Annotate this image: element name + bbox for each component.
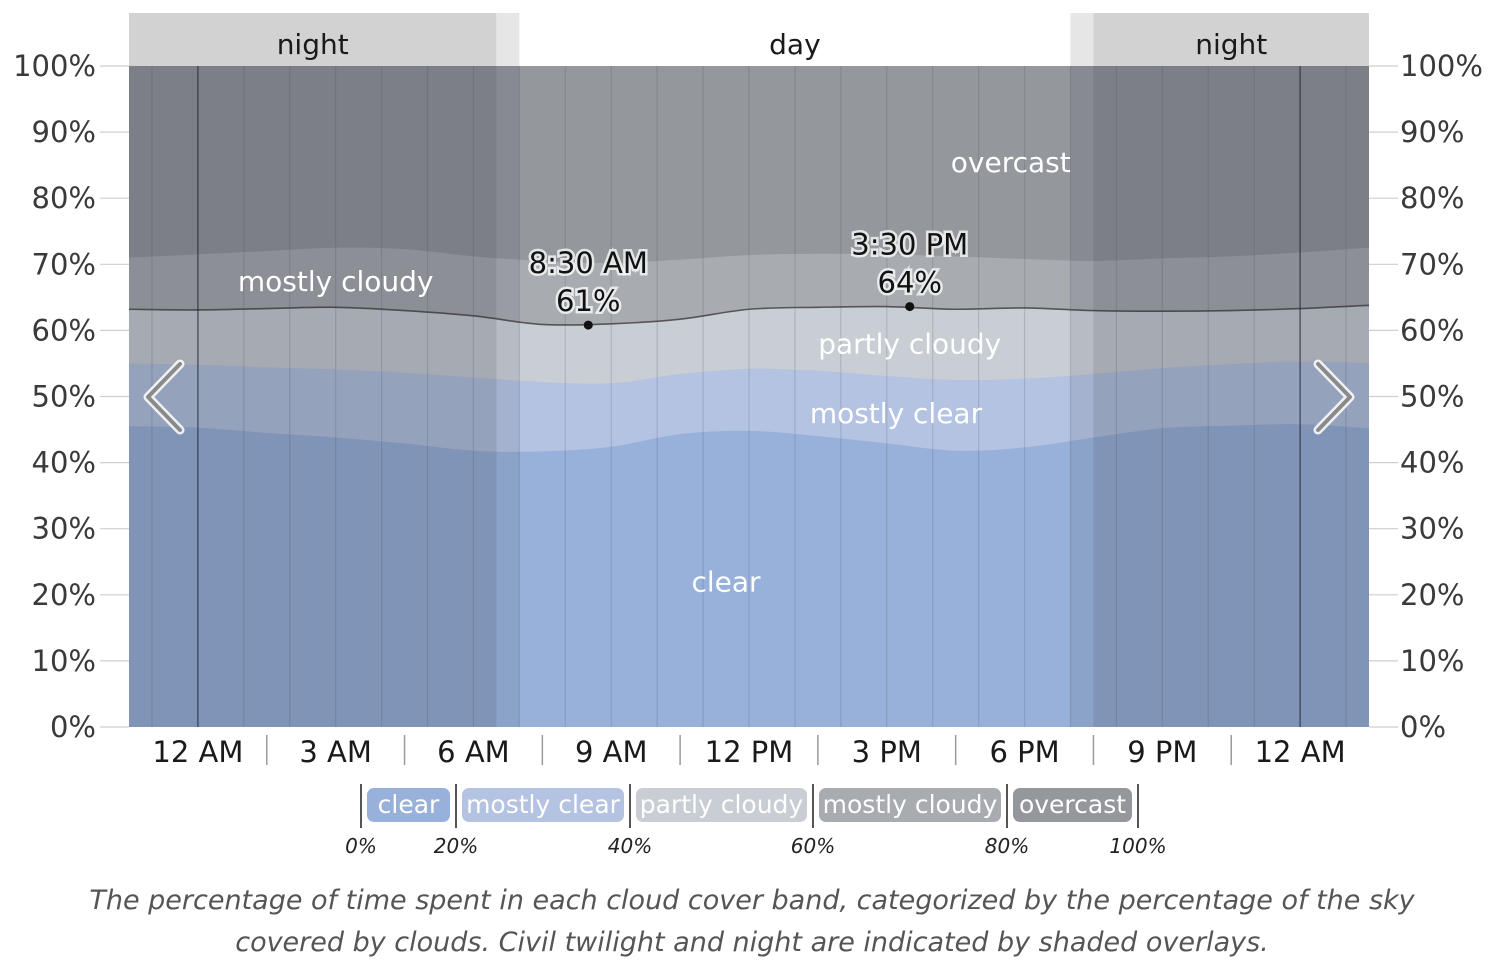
period-night bbox=[129, 13, 497, 66]
legend-percent-label: 20% bbox=[433, 834, 479, 858]
band-label-mostly-cloudy: mostly cloudy bbox=[238, 265, 434, 298]
period-label-night: night bbox=[1195, 28, 1267, 61]
legend: 0% 20% 40% 60% 80% 100% clear mostly clear partl… bbox=[345, 784, 1167, 864]
y-tick-label-left: 40% bbox=[32, 446, 96, 480]
band-label-mostly-clear: mostly clear bbox=[810, 397, 983, 430]
legend-item-clear: clear bbox=[367, 788, 450, 822]
legend-item-partly-cloudy: partly cloudy bbox=[636, 788, 807, 822]
legend-item-overcast: overcast bbox=[1013, 788, 1132, 822]
period-night bbox=[1093, 13, 1369, 66]
x-tick-label: 3 PM bbox=[852, 735, 922, 769]
night-overlays bbox=[129, 66, 1369, 727]
y-tick-label-left: 30% bbox=[32, 512, 96, 546]
x-tick-label: 6 PM bbox=[989, 735, 1059, 769]
band-label-overcast: overcast bbox=[951, 146, 1071, 179]
y-tick-label-left: 20% bbox=[32, 578, 96, 612]
annotations: 8:30 AM 61% 3:30 PM 64% bbox=[526, 225, 971, 330]
y-tick-label-left: 100% bbox=[13, 49, 96, 83]
prev-button[interactable] bbox=[143, 359, 185, 435]
twilight-overlay bbox=[1070, 66, 1094, 727]
gridlines bbox=[151, 66, 1347, 727]
cloud-bands bbox=[128, 66, 1370, 727]
x-axis: 12 AM 3 AM 6 AM 9 AM 12 PM 3 PM 6 PM 9 PM 12 AM bbox=[152, 735, 1346, 769]
annotation-time: 8:30 AM bbox=[529, 246, 648, 280]
annotation-value: 61% bbox=[556, 284, 620, 318]
y-tick-label-right: 80% bbox=[1400, 181, 1464, 215]
band-label-clear: clear bbox=[691, 566, 761, 599]
period-label-night: night bbox=[277, 28, 349, 61]
period-twilight bbox=[1070, 13, 1094, 66]
y-tick-label-right: 90% bbox=[1400, 115, 1464, 149]
series-line-partly-cloudy bbox=[128, 304, 1370, 326]
period-twilight bbox=[496, 13, 520, 66]
y-tick-label-right: 0% bbox=[1400, 710, 1446, 744]
legend-percent-label: 100% bbox=[1109, 834, 1167, 858]
period-bar: night day night bbox=[129, 13, 1369, 66]
y-tick-label-right: 40% bbox=[1400, 446, 1464, 480]
legend-percent-label: 40% bbox=[607, 834, 653, 858]
next-button[interactable] bbox=[1313, 359, 1355, 435]
y-axis-right: 100% 90% 80% 70% 60% 50% 40% 30% 20% 10% 0% bbox=[1369, 49, 1483, 744]
x-tick-label: 9 AM bbox=[575, 735, 648, 769]
legend-percent-label: 60% bbox=[790, 834, 836, 858]
y-tick-label-left: 0% bbox=[50, 710, 96, 744]
y-axis-left: 0% 10% 20% 30% 40% 50% 60% 70% 80% 90% 100% bbox=[13, 49, 129, 744]
y-tick-label-left: 10% bbox=[32, 644, 96, 678]
y-tick-label-right: 70% bbox=[1400, 247, 1464, 281]
x-tick-label: 12 PM bbox=[705, 735, 794, 769]
period-day bbox=[519, 13, 1071, 66]
legend-divider bbox=[1137, 784, 1139, 828]
legend-percent-label: 0% bbox=[345, 834, 377, 858]
band-label-partly-cloudy: partly cloudy bbox=[818, 328, 1001, 361]
band-clear bbox=[129, 424, 1369, 727]
x-tick-label: 12 AM bbox=[1255, 735, 1346, 769]
y-tick-label-right: 100% bbox=[1400, 49, 1483, 83]
y-tick-label-left: 90% bbox=[32, 115, 96, 149]
legend-divider bbox=[1006, 784, 1008, 828]
y-tick-label-left: 50% bbox=[32, 380, 96, 414]
period-label-day: day bbox=[769, 28, 821, 61]
legend-percent-label: 80% bbox=[984, 834, 1030, 858]
x-tick-label: 6 AM bbox=[437, 735, 510, 769]
legend-divider bbox=[455, 784, 457, 828]
y-tick-label-right: 50% bbox=[1400, 380, 1464, 414]
night-overlay bbox=[1093, 66, 1369, 727]
band-labels: overcast mostly cloudy partly cloudy mostly… bbox=[238, 146, 1071, 599]
x-tick-label: 3 AM bbox=[299, 735, 372, 769]
chart-caption: The percentage of time spent in each clo… bbox=[89, 885, 1415, 958]
twilight-overlay bbox=[496, 66, 520, 727]
annotation-time: 3:30 PM bbox=[851, 228, 968, 262]
annotation-value: 64% bbox=[878, 266, 942, 300]
legend-item-mostly-clear: mostly clear bbox=[462, 788, 624, 822]
legend-item-mostly-cloudy: mostly cloudy bbox=[819, 788, 1001, 822]
night-overlay bbox=[129, 66, 497, 727]
annotation-point bbox=[583, 320, 593, 330]
y-tick-label-right: 20% bbox=[1400, 578, 1464, 612]
legend-divider bbox=[360, 784, 362, 828]
y-tick-label-left: 60% bbox=[32, 313, 96, 347]
legend-divider bbox=[812, 784, 814, 828]
y-tick-label-right: 30% bbox=[1400, 512, 1464, 546]
y-tick-label-right: 60% bbox=[1400, 313, 1464, 347]
y-tick-label-right: 10% bbox=[1400, 644, 1464, 678]
x-tick-label: 12 AM bbox=[152, 735, 243, 769]
cloud-cover-chart: night day night 0% 10% 20% 30% 40% 50% 60% 70% 80%… bbox=[13, 13, 1483, 769]
legend-divider bbox=[629, 784, 631, 828]
y-tick-label-left: 80% bbox=[32, 181, 96, 215]
x-tick-label: 9 PM bbox=[1127, 735, 1197, 769]
y-tick-label-left: 70% bbox=[32, 247, 96, 281]
annotation-point bbox=[905, 302, 915, 312]
